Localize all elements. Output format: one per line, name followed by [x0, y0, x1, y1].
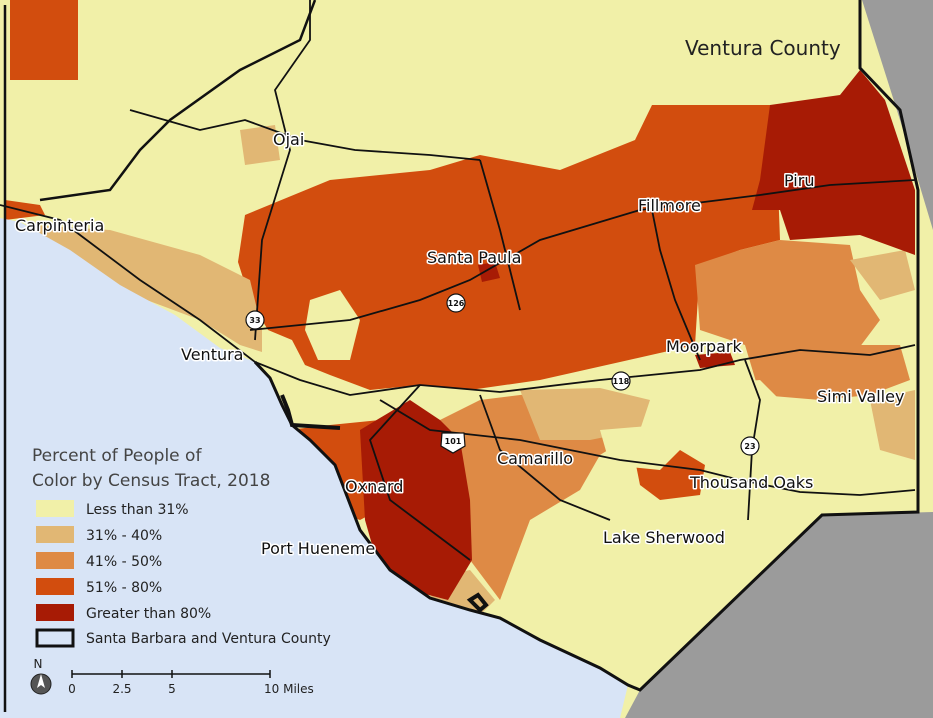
legend-swatch-2 — [36, 526, 74, 543]
legend-label-boundary: Santa Barbara and Ventura County — [86, 631, 331, 647]
place-label-ventura: Ventura — [181, 345, 243, 364]
svg-text:2.5: 2.5 — [112, 682, 131, 696]
tract-zone-31-40-ojai — [240, 125, 280, 165]
tract-zone-51-80 — [238, 105, 780, 390]
tract-zone-41-50-camarillo — [440, 390, 640, 600]
hueneme-harbor — [466, 592, 489, 613]
legend-label-2: 31% - 40% — [86, 528, 162, 544]
place-label-lake-sherwood: Lake Sherwood — [603, 528, 725, 547]
place-label-oxnard: Oxnard — [345, 477, 403, 496]
ocean — [0, 218, 628, 718]
svg-text:33: 33 — [249, 316, 260, 325]
route-shield-118: 118 — [611, 371, 631, 391]
svg-text:126: 126 — [448, 299, 465, 308]
legend-title-line2: Color by Census Tract, 2018 — [32, 471, 270, 491]
county-boundary — [253, 0, 920, 692]
place-label-santa-paula: Santa Paula — [427, 248, 521, 267]
tract-zone-gt80-piru — [752, 70, 915, 255]
svg-text:101: 101 — [445, 437, 462, 446]
outside-area-southeast — [625, 512, 933, 718]
svg-text:10 Miles: 10 Miles — [264, 682, 314, 696]
place-label-carpinteria: Carpinteria — [15, 216, 104, 235]
legend-label-4: 51% - 80% — [86, 580, 162, 596]
tract-zone-31-40-coast — [30, 225, 262, 352]
svg-text:118: 118 — [613, 377, 630, 386]
legend-swatch-3 — [36, 552, 74, 569]
route-shield-33: 33 — [245, 310, 265, 330]
tract-zone-41-50-east — [695, 240, 880, 360]
tract-pocket-light-1 — [305, 290, 360, 360]
outside-area-northeast — [862, 0, 933, 230]
tract-pocket-light-2 — [600, 425, 690, 470]
place-label-piru: Piru — [784, 171, 814, 190]
place-label-thousand-oaks: Thousand Oaks — [689, 473, 813, 492]
place-label-ojai: Ojai — [273, 130, 304, 149]
tract-zone-31-40-central — [520, 388, 650, 440]
svg-text:23: 23 — [744, 442, 755, 451]
legend-label-1: Less than 31% — [86, 502, 189, 518]
legend-swatch-1 — [36, 500, 74, 517]
route-shield-126: 126 — [446, 293, 466, 313]
channel-islands-harbor — [280, 394, 341, 430]
tract-zone-51-80-carpinteria — [5, 200, 45, 220]
scale-bar: 0 2.5 5 10 Miles — [68, 670, 314, 696]
legend-swatch-4 — [36, 578, 74, 595]
tract-pocket-light-3 — [700, 380, 790, 420]
route-shield-23: 23 — [740, 436, 760, 456]
county-label: Ventura County — [685, 36, 841, 60]
tract-zone-51-80-north — [10, 0, 78, 80]
tract-zone-41-50-moorpark — [745, 345, 910, 400]
legend-label-3: 41% - 50% — [86, 554, 162, 570]
svg-text:0: 0 — [68, 682, 76, 696]
svg-text:5: 5 — [168, 682, 176, 696]
tract-zone-31-40-east — [850, 250, 915, 300]
legend-title-line1: Percent of People of — [32, 446, 202, 466]
legend-label-5: Greater than 80% — [86, 606, 211, 622]
place-label-fillmore: Fillmore — [638, 196, 701, 215]
legend-swatch-5 — [36, 604, 74, 621]
place-label-simi-valley: Simi Valley — [817, 387, 904, 406]
tract-zone-31-40-simi — [870, 390, 915, 460]
north-arrow: N — [30, 657, 52, 695]
place-label-port-hueneme: Port Hueneme — [261, 539, 375, 558]
place-label-moorpark: Moorpark — [666, 337, 743, 356]
legend: Percent of People of Color by Census Tra… — [32, 446, 331, 648]
tract-zone-gt80-oxnard — [360, 400, 472, 600]
route-shield-101: 101 — [440, 432, 466, 454]
county-line-inland — [39, 0, 317, 202]
svg-text:N: N — [34, 657, 43, 671]
legend-swatch-boundary — [35, 628, 75, 648]
place-label-camarillo: Camarillo — [497, 449, 573, 468]
